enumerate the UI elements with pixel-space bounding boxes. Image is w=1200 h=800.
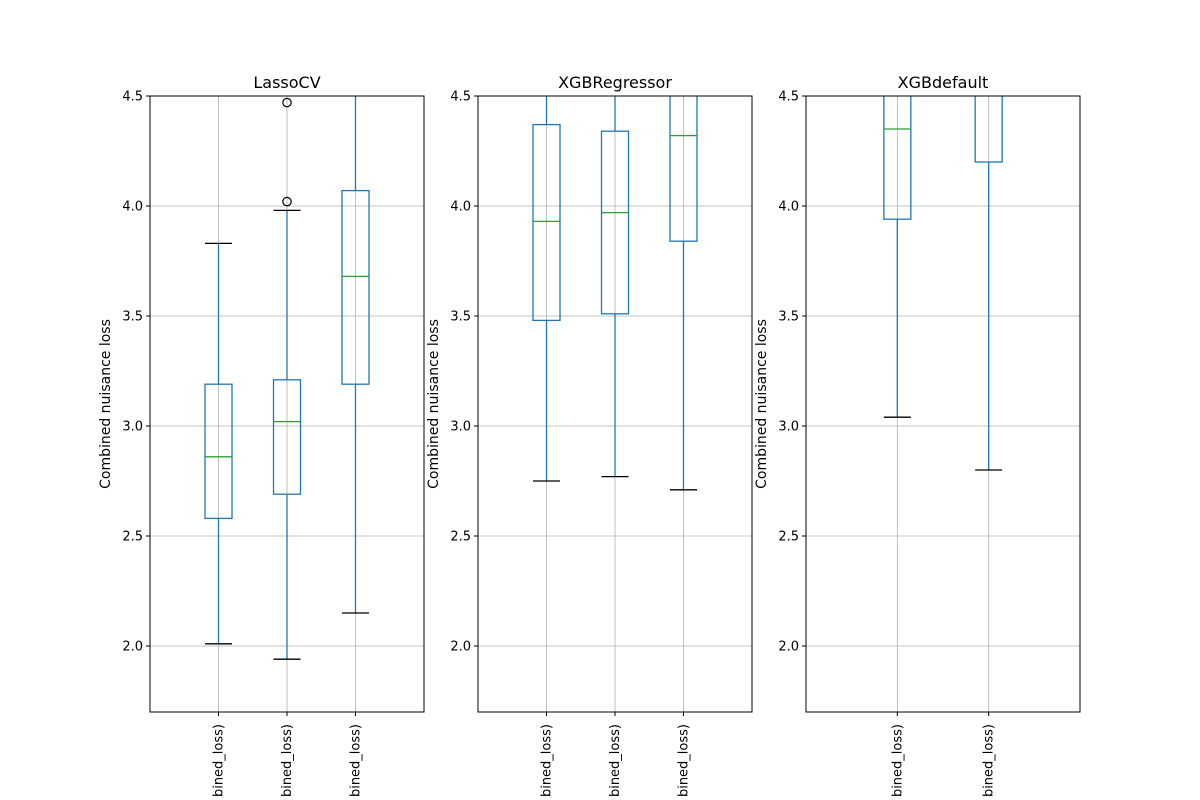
box-1 [532, 96, 561, 482]
y-axis-label: Combined nuisance loss [98, 319, 114, 489]
subplot-title: XGBdefault [898, 73, 989, 92]
y-tick-label: 3.5 [450, 310, 471, 325]
box-2 [974, 96, 1003, 471]
subplot-title: XGBRegressor [558, 73, 672, 92]
y-tick-label: 3.0 [450, 420, 471, 435]
box-iqr [883, 96, 912, 220]
box-iqr [974, 96, 1003, 163]
box-2 [600, 96, 630, 478]
box-1 [204, 242, 233, 645]
y-tick-label: 3.0 [122, 420, 143, 435]
flier-point [282, 97, 292, 108]
y-tick-label: 2.5 [122, 530, 143, 545]
y-tick-label: 4.0 [778, 200, 799, 215]
box-iqr [669, 96, 698, 242]
x-tick-label: bined_loss) [982, 724, 997, 797]
subplot-3: 2.0 2.5 3.0 3.5 4.0 4.5 bined_loss) bined_loss)… [754, 73, 1081, 797]
y-tick-label: 2.0 [450, 640, 471, 655]
x-tick-label: bined_loss) [890, 724, 905, 797]
box-group [883, 96, 1003, 471]
axes-frame [805, 95, 1081, 713]
box-iqr [341, 189, 370, 385]
box-1 [883, 96, 912, 418]
x-tick-label: bined_loss) [212, 724, 227, 797]
flier-point [282, 196, 292, 207]
y-tick-label: 4.5 [122, 90, 143, 105]
x-tick-label: bined_loss) [608, 724, 623, 797]
box-3 [669, 96, 698, 491]
y-tick-label: 3.5 [122, 310, 143, 325]
box-iqr [532, 123, 561, 322]
y-tick-label: 2.5 [778, 530, 799, 545]
subplot-title: LassoCV [253, 73, 320, 92]
x-tick-label: bined_loss) [280, 724, 295, 797]
box-iqr [272, 379, 302, 495]
y-tick-label: 2.0 [778, 640, 799, 655]
y-tick-label: 2.0 [122, 640, 143, 655]
y-tick-label: 4.0 [122, 200, 143, 215]
subplot-2: 2.0 2.5 3.0 3.5 4.0 4.5 bined_loss) bined_loss)… [426, 73, 753, 797]
box-iqr [204, 383, 233, 520]
y-tick-label: 3.5 [778, 310, 799, 325]
y-tick-label: 2.5 [450, 530, 471, 545]
x-tick-label: bined_loss) [349, 724, 364, 797]
box-3 [341, 96, 370, 614]
subplot-1: 2.0 2.5 3.0 3.5 4.0 4.5 bined_loss) bined_loss)… [98, 73, 425, 797]
y-axis-label: Combined nuisance loss [754, 319, 770, 489]
y-tick-label: 3.0 [778, 420, 799, 435]
x-tick-label: bined_loss) [540, 724, 555, 797]
box-iqr [600, 130, 630, 315]
box-group [532, 96, 698, 491]
y-tick-label: 4.0 [450, 200, 471, 215]
y-tick-label: 4.5 [778, 90, 799, 105]
y-tick-label: 4.5 [450, 90, 471, 105]
box-2 [272, 97, 302, 660]
y-axis-label: Combined nuisance loss [426, 319, 442, 489]
box-group [204, 96, 370, 660]
x-tick-label: bined_loss) [677, 724, 692, 797]
